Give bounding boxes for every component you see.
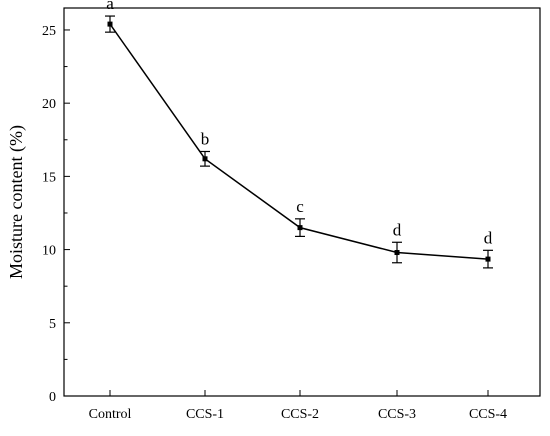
y-tick-label: 15	[42, 170, 56, 185]
y-tick-label: 0	[49, 390, 56, 405]
y-axis-title: Moisture content (%)	[6, 125, 27, 279]
plot-frame	[63, 7, 541, 397]
data-point	[394, 250, 400, 256]
significance-label: d	[393, 220, 402, 239]
y-axis: 0 5 10 15 20 25	[42, 24, 70, 405]
y-tick-label: 10	[42, 244, 56, 259]
y-tick-label: 25	[42, 24, 56, 39]
series-line	[109, 23, 489, 260]
x-tick-label: CCS-1	[186, 407, 224, 422]
data-point	[297, 225, 303, 231]
y-tick-label: 20	[42, 97, 56, 112]
x-tick-label: CCS-2	[281, 407, 319, 422]
data-point	[485, 256, 491, 262]
x-axis: Control CCS-1 CCS-2 CCS-3 CCS-4	[89, 390, 507, 422]
series-layer: a b c d d	[105, 0, 493, 269]
significance-label: a	[106, 0, 114, 13]
x-tick-label: CCS-3	[378, 407, 416, 422]
significance-label: c	[296, 197, 304, 216]
y-tick-label: 5	[49, 317, 56, 332]
data-point	[107, 21, 113, 27]
x-tick-label: CCS-4	[469, 407, 507, 422]
significance-label: b	[201, 129, 210, 148]
significance-label: d	[484, 228, 493, 247]
x-tick-label: Control	[89, 407, 132, 422]
data-point	[202, 156, 208, 162]
